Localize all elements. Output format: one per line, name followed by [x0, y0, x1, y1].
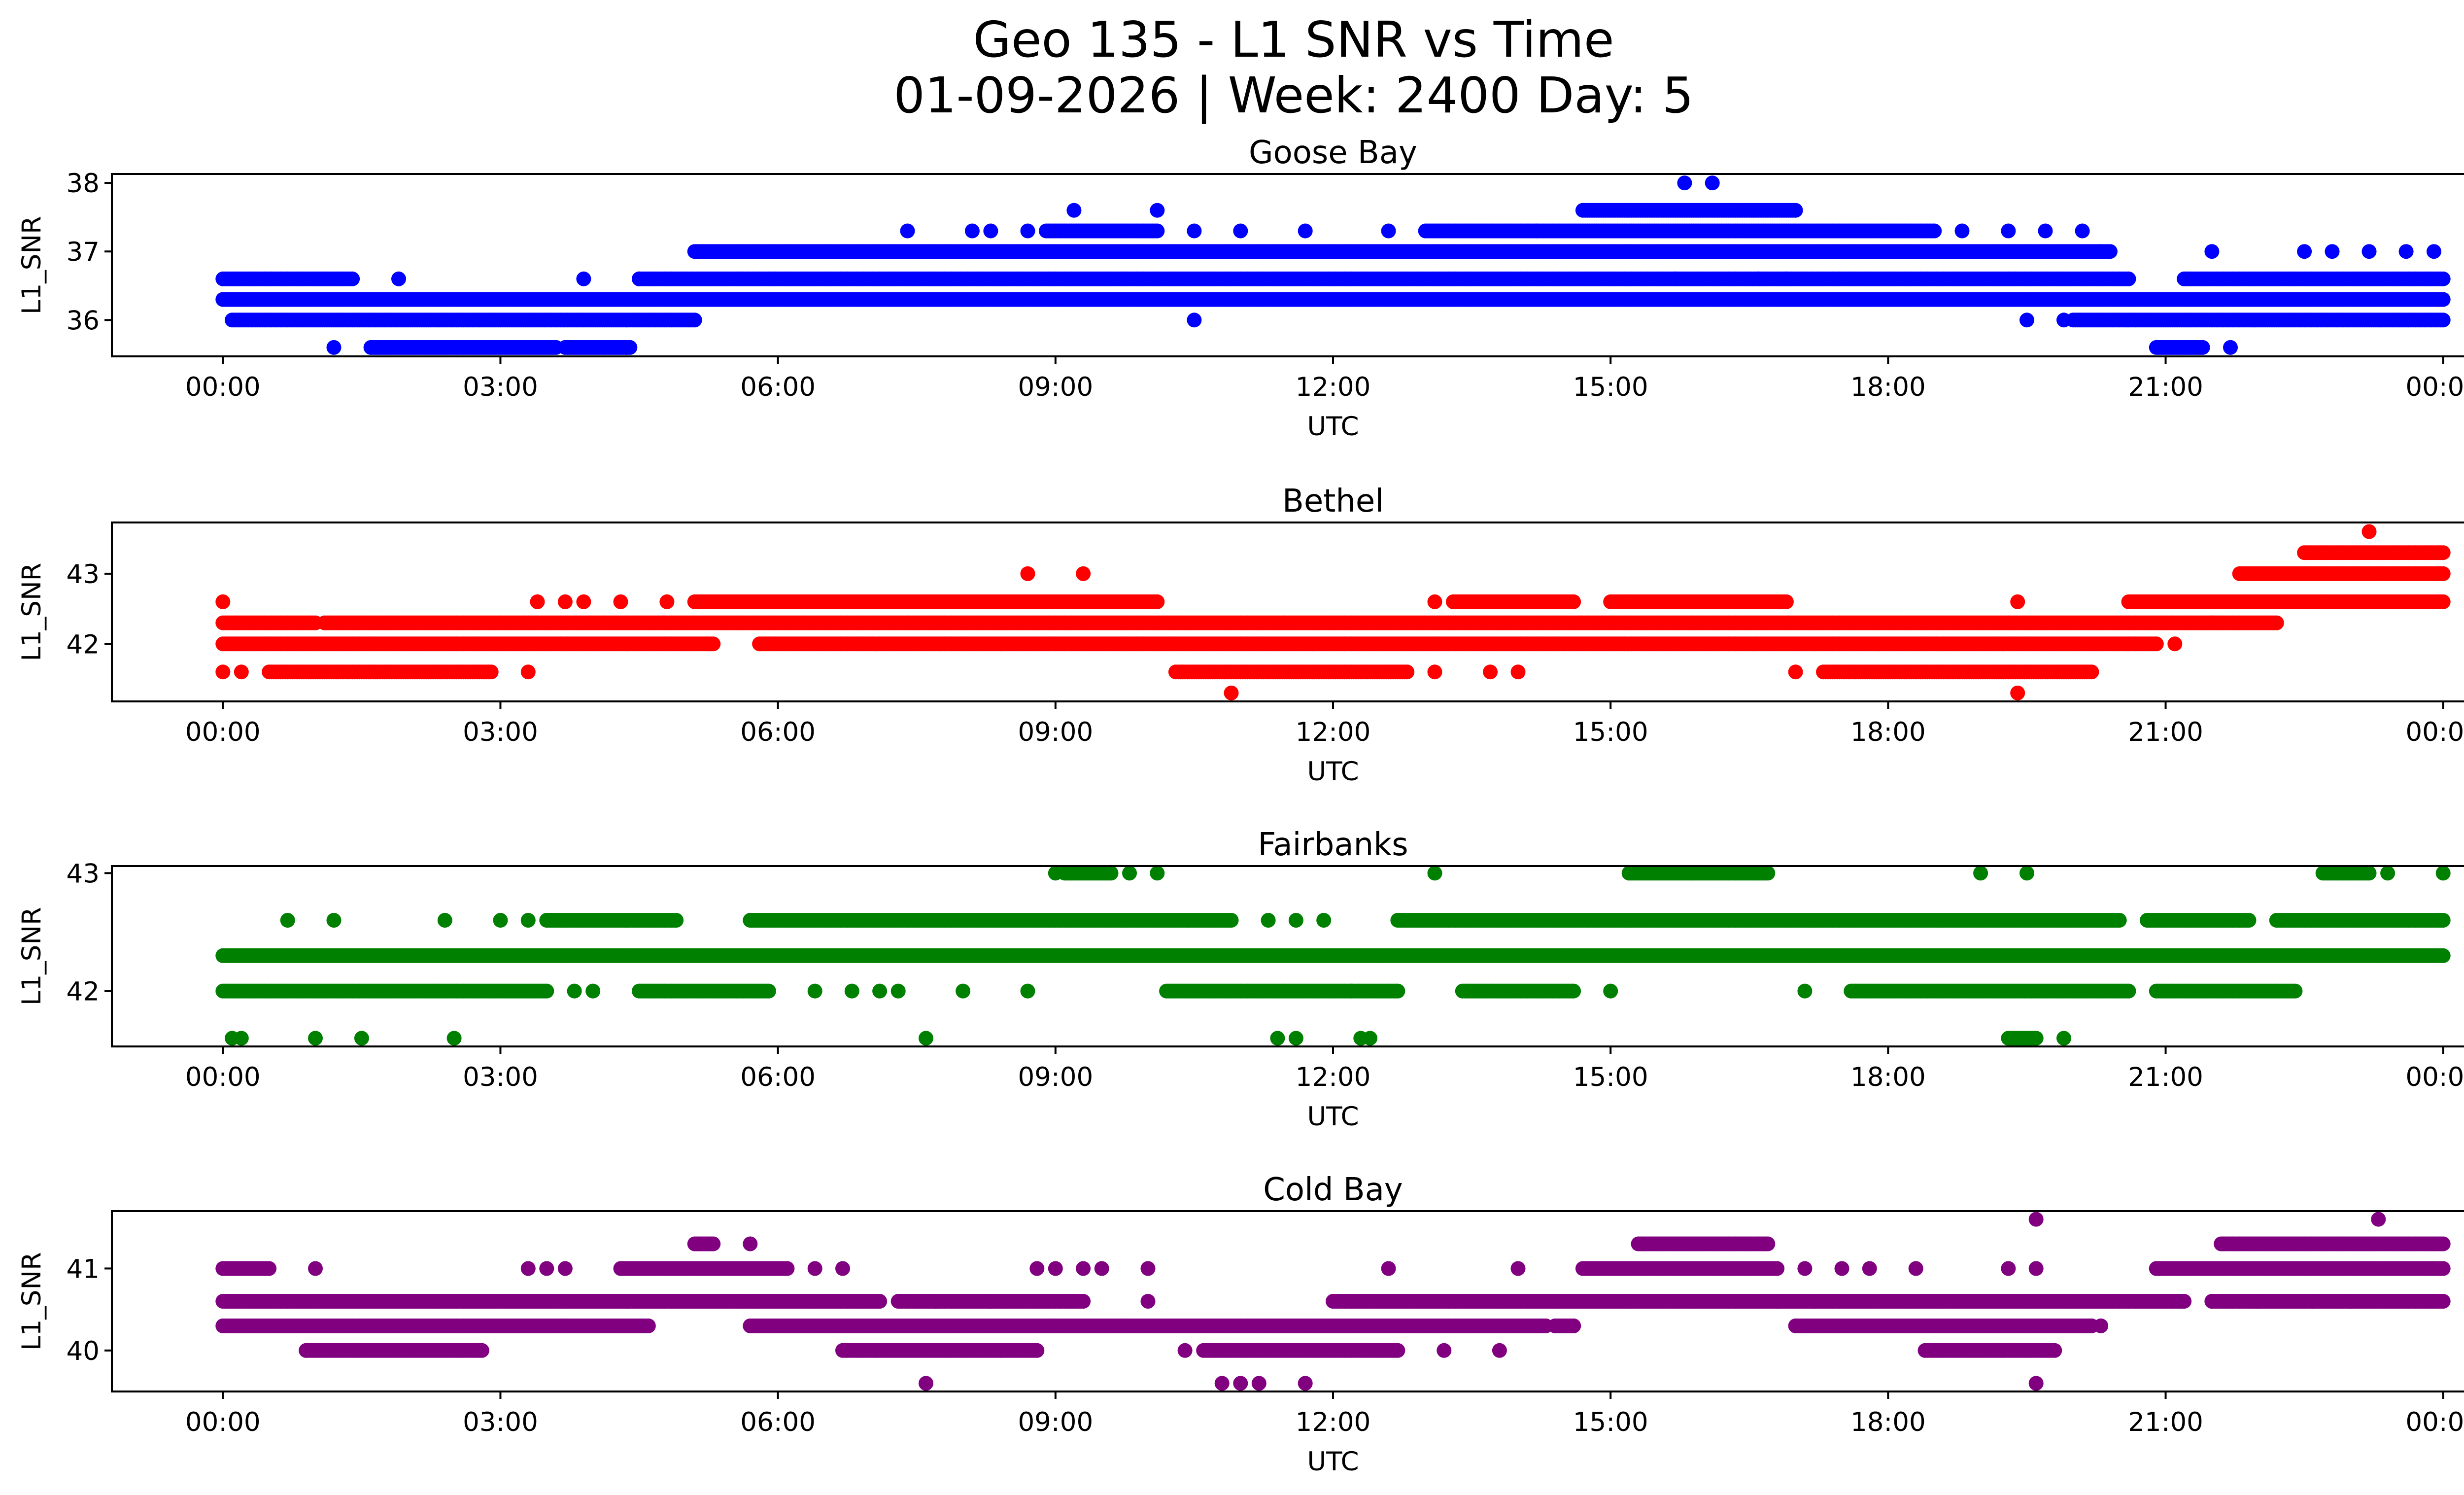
x-tick-label: 21:00 — [2128, 372, 2203, 402]
panels: Goose Bay 36 37 38 00:00 03:00 06:00 09:00 12:00… — [17, 135, 2464, 1477]
data-point — [576, 271, 591, 286]
data-point — [1224, 292, 1239, 307]
figure-title: Geo 135 - L1 SNR vs Time — [973, 11, 1614, 69]
data-point — [2001, 223, 2016, 239]
data-point — [2121, 271, 2136, 286]
x-tick-label: 15:00 — [1573, 372, 1648, 402]
data-point — [1668, 271, 1683, 286]
data-point — [1705, 175, 1720, 191]
data-point — [1020, 223, 1035, 239]
data-point — [1094, 292, 1109, 307]
data-point — [1927, 223, 1942, 239]
x-tick-label: 12:00 — [1296, 372, 1371, 402]
x-tick-label: 18:00 — [1850, 372, 1926, 402]
x-axis-label: UTC — [1307, 412, 1359, 442]
data-point — [2435, 292, 2451, 307]
data-point — [2056, 313, 2071, 328]
data-point — [1779, 271, 1794, 286]
x-tick-label: 00:00 — [185, 372, 261, 402]
figure-subtitle: 01-09-2026 | Week: 2400 Day: 5 — [893, 67, 1693, 124]
data-point — [1233, 223, 1248, 239]
data-point — [1677, 175, 1692, 191]
data-point — [2269, 615, 2284, 630]
y-tick-label: 38 — [67, 169, 100, 199]
y-tick-label: 36 — [67, 306, 100, 336]
data-point — [2325, 244, 2340, 259]
data-point — [2204, 244, 2220, 259]
data-point — [1788, 203, 1803, 218]
data-point — [2075, 223, 2090, 239]
panel-goose-bay: Goose Bay 36 37 38 00:00 03:00 06:00 09:00 12:00… — [17, 135, 2464, 442]
data-point — [1538, 292, 1553, 307]
data-point — [2223, 340, 2238, 355]
data-point — [2398, 244, 2414, 259]
data-point — [1066, 203, 1082, 218]
panel-title: Goose Bay — [1249, 135, 1417, 171]
data-point — [706, 636, 721, 652]
data-point — [2195, 340, 2210, 355]
data-point — [2019, 292, 2034, 307]
panel-title: Bethel — [1282, 483, 1384, 520]
data-point — [2038, 292, 2053, 307]
data-point — [2435, 271, 2451, 286]
data-point — [1150, 203, 1165, 218]
data-point — [1187, 223, 1202, 239]
data-point — [2427, 244, 2441, 259]
data-point — [2361, 244, 2377, 259]
data-point — [983, 223, 998, 239]
data-point — [391, 271, 406, 286]
data-point — [2435, 313, 2451, 328]
data-point — [2019, 313, 2034, 328]
data-point — [2297, 244, 2312, 259]
plot-area — [111, 173, 2464, 357]
data-point — [1751, 271, 1766, 286]
data-point — [1298, 223, 1313, 239]
data-point — [2038, 223, 2053, 239]
data-point — [1381, 223, 1396, 239]
x-tick-label: 09:00 — [1018, 372, 1093, 402]
scatter-series — [215, 175, 2451, 355]
data-point — [1150, 223, 1165, 239]
data-point — [2093, 244, 2109, 259]
data-point — [687, 313, 702, 328]
data-point — [1954, 223, 1970, 239]
data-point — [622, 340, 638, 355]
data-point — [964, 223, 980, 239]
x-tick-label: 06:00 — [740, 372, 816, 402]
data-point — [632, 271, 647, 286]
data-point — [345, 271, 360, 286]
x-tick-label: 03:00 — [463, 372, 538, 402]
data-point — [956, 292, 971, 307]
y-tick-label: 37 — [67, 237, 100, 267]
scatter-series — [215, 524, 2451, 700]
x-tick-label: 00:00 — [2405, 372, 2464, 402]
data-point — [1187, 313, 1202, 328]
data-point — [900, 223, 915, 239]
data-point — [326, 340, 342, 355]
y-axis-label: L1_SNR — [17, 216, 47, 314]
